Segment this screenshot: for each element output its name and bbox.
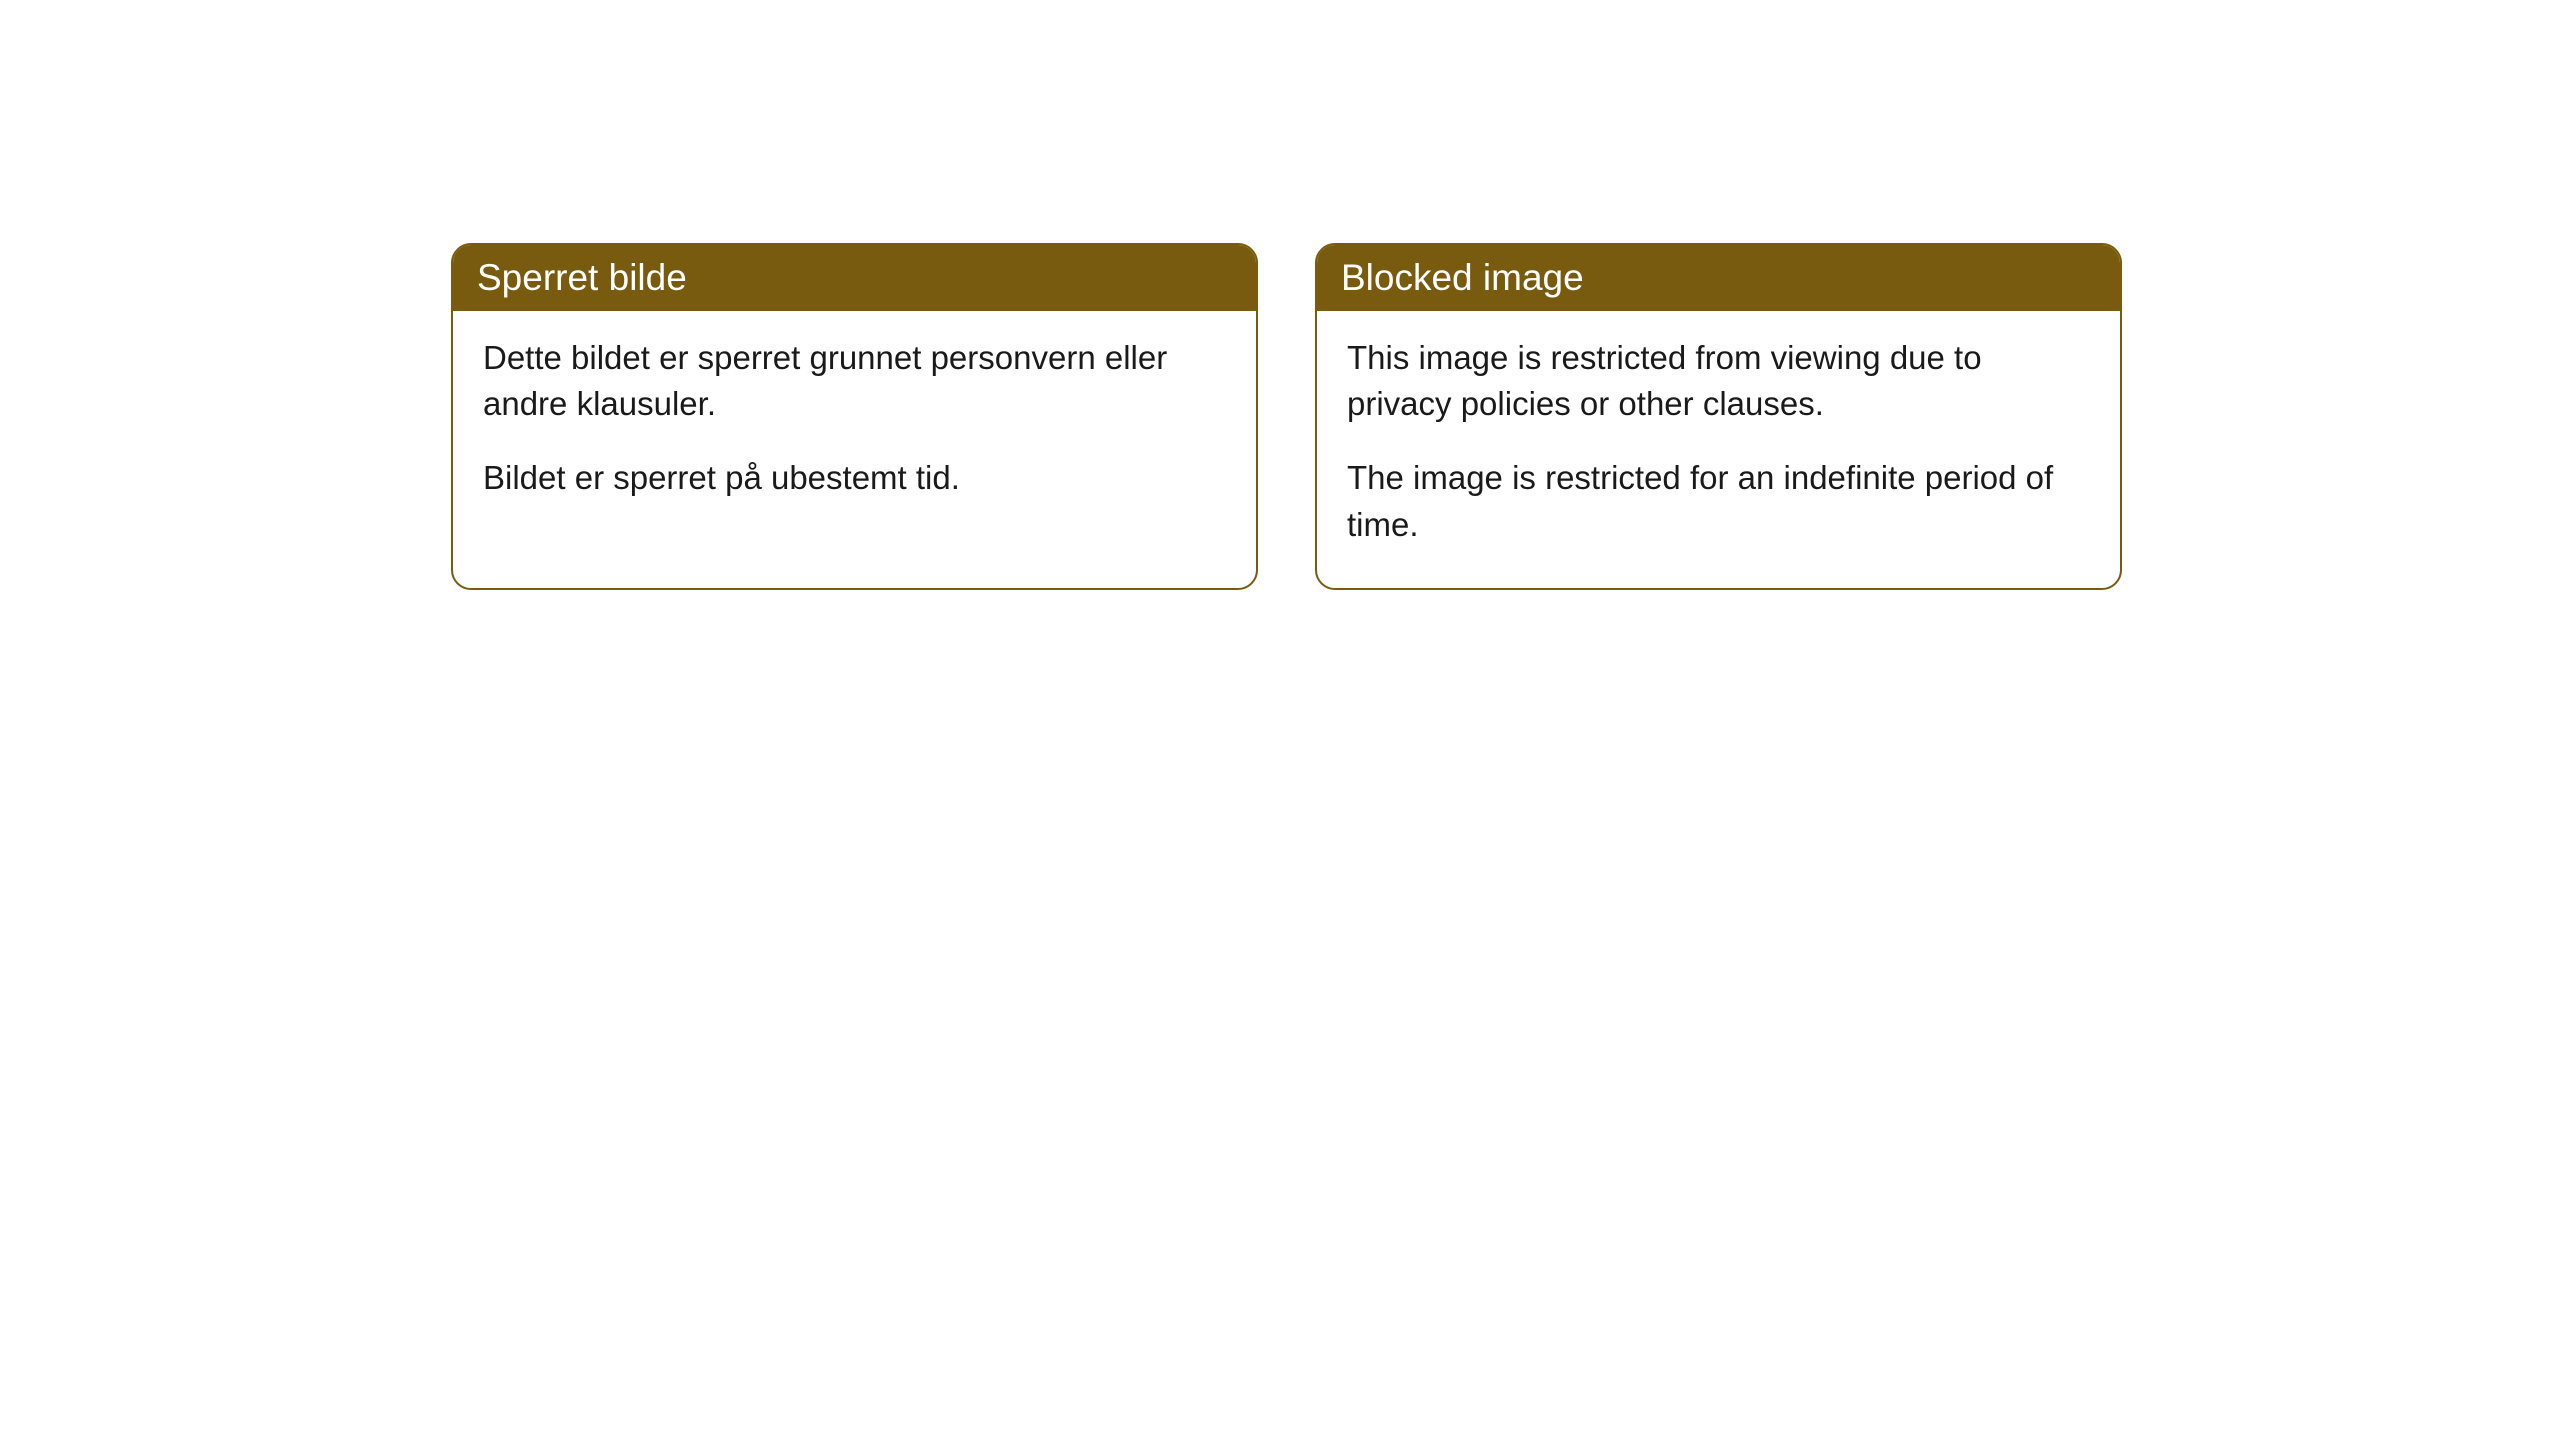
card-paragraph: Bildet er sperret på ubestemt tid.	[483, 455, 1226, 501]
card-english: Blocked image This image is restricted f…	[1315, 243, 2122, 590]
card-body-english: This image is restricted from viewing du…	[1317, 311, 2120, 588]
card-header-norwegian: Sperret bilde	[453, 245, 1256, 311]
card-norwegian: Sperret bilde Dette bildet er sperret gr…	[451, 243, 1258, 590]
card-paragraph: The image is restricted for an indefinit…	[1347, 455, 2090, 547]
card-paragraph: This image is restricted from viewing du…	[1347, 335, 2090, 427]
card-body-norwegian: Dette bildet er sperret grunnet personve…	[453, 311, 1256, 542]
card-header-english: Blocked image	[1317, 245, 2120, 311]
cards-container: Sperret bilde Dette bildet er sperret gr…	[451, 243, 2560, 590]
card-paragraph: Dette bildet er sperret grunnet personve…	[483, 335, 1226, 427]
